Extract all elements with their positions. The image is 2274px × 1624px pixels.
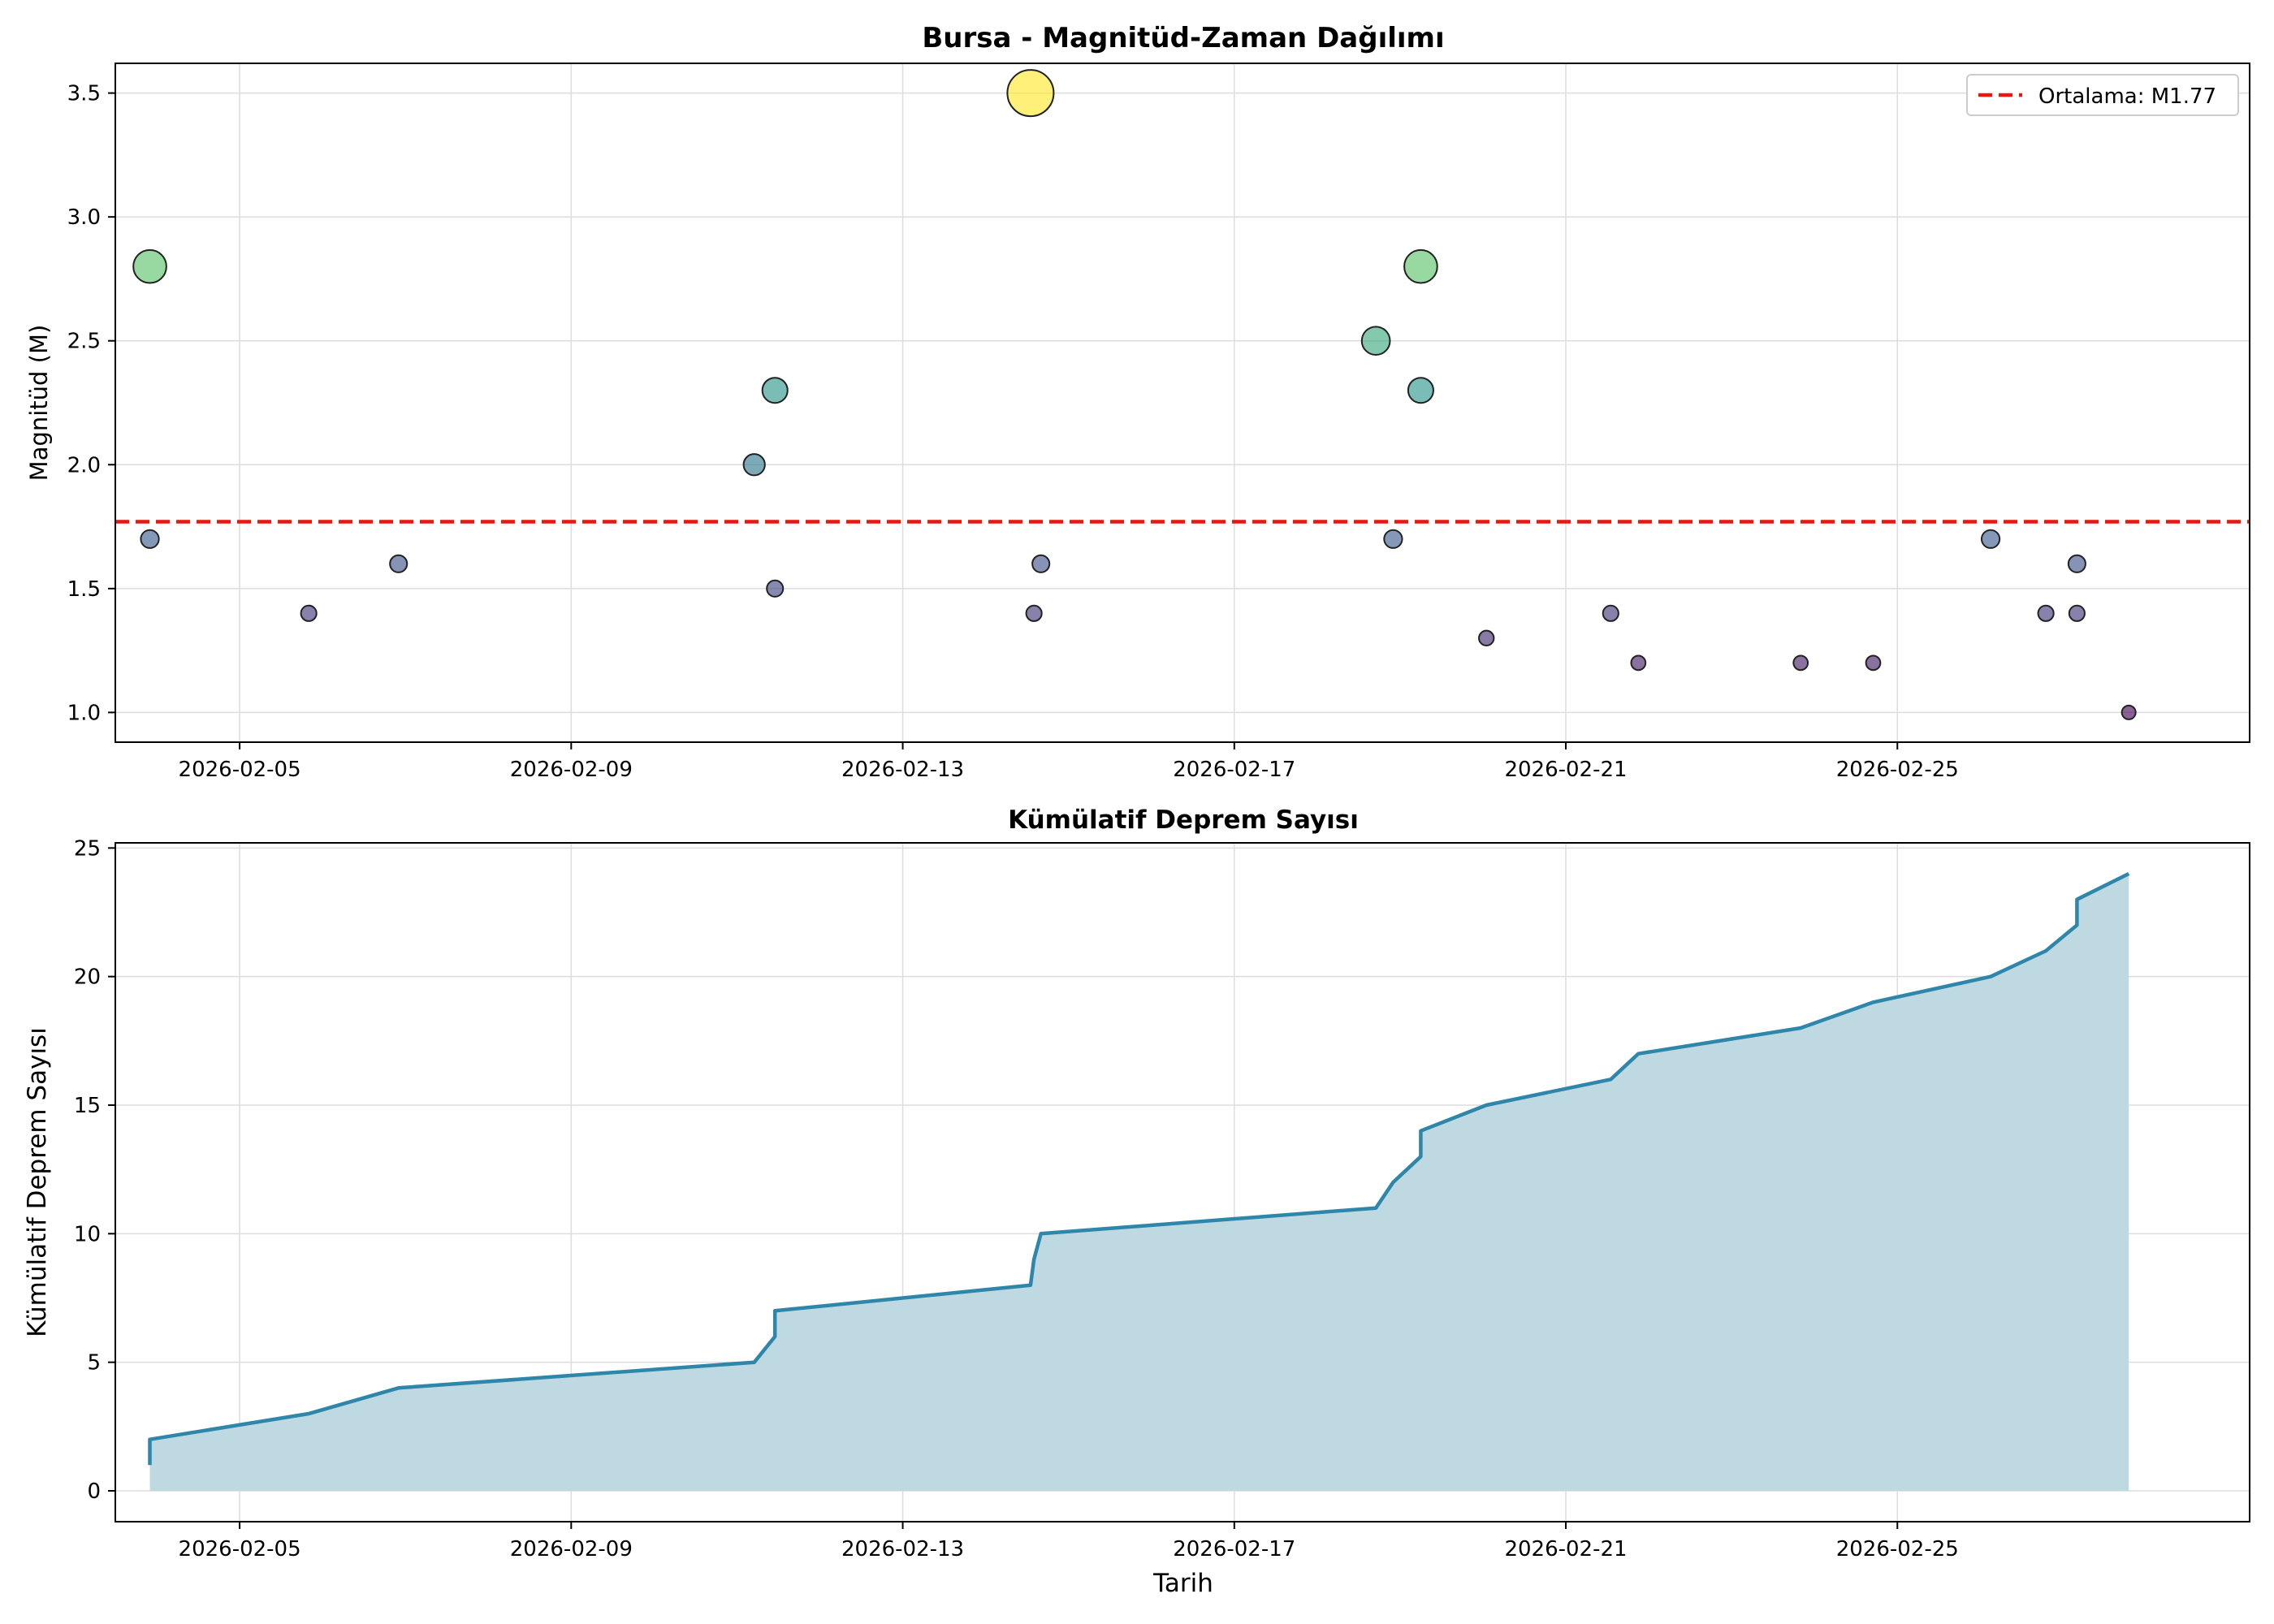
cumulative-y-tick-label: 5 <box>87 1351 101 1376</box>
cumulative-y-axis-label: Kümülatif Deprem Sayısı <box>23 1027 52 1337</box>
magnitude-x-tick-label: 2026-02-13 <box>841 758 964 782</box>
cumulative-y-tick-label: 20 <box>74 965 101 990</box>
magnitude-point <box>2068 604 2086 622</box>
cumulative-x-tick-label: 2026-02-25 <box>1836 1537 1959 1561</box>
magnitude-x-tick-label: 2026-02-05 <box>179 758 301 782</box>
magnitude-point <box>766 579 785 598</box>
magnitude-y-axis-label: Magnitüd (M) <box>25 325 53 482</box>
legend-mean-label: Ortalama: M1.77 <box>2038 84 2216 109</box>
magnitude-point <box>1403 248 1438 284</box>
magnitude-point <box>2121 704 2137 720</box>
magnitude-point <box>2067 554 2086 573</box>
cumulative-y-tick-label: 25 <box>74 836 101 861</box>
magnitude-x-ticks: 2026-02-05 2026-02-09 2026-02-13 2026-02-17… <box>179 742 1959 782</box>
magnitude-point <box>1360 326 1391 356</box>
magnitude-time-panel: Bursa - Magnitüd-Zaman Dağılımı 2026-02-… <box>25 22 2250 782</box>
magnitude-y-tick-label: 2.0 <box>67 453 101 477</box>
magnitude-point <box>1980 529 2001 549</box>
legend-box <box>1966 74 2239 116</box>
magnitude-chart-title: Bursa - Magnitüd-Zaman Dağılımı <box>922 22 1444 54</box>
magnitude-point <box>1865 654 1882 672</box>
cumulative-chart-title: Kümülatif Deprem Sayısı <box>1008 806 1359 835</box>
magnitude-point <box>742 453 766 477</box>
cumulative-y-ticks: 0 5 10 15 20 25 <box>74 836 115 1504</box>
cumulative-panel: Kümülatif Deprem Sayısı 2026-02-05 2026-0… <box>23 806 2250 1598</box>
legend: Ortalama: M1.77 <box>1966 74 2239 116</box>
cumulative-line <box>148 871 2130 1466</box>
cumulative-x-tick-label: 2026-02-05 <box>179 1537 301 1561</box>
magnitude-y-ticks: 1.0 1.5 2.0 2.5 3.0 3.5 <box>67 82 115 725</box>
magnitude-point <box>1478 629 1495 647</box>
magnitude-points <box>132 69 2137 720</box>
magnitude-point <box>1602 604 1619 622</box>
magnitude-y-tick-label: 3.5 <box>67 82 101 106</box>
magnitude-plot-frame <box>115 63 2250 743</box>
cumulative-area <box>149 874 2129 1491</box>
cumulative-x-axis-label: Tarih <box>1152 1569 1213 1598</box>
magnitude-x-tick-label: 2026-02-21 <box>1504 758 1627 782</box>
magnitude-point <box>132 248 167 284</box>
cumulative-x-tick-label: 2026-02-09 <box>510 1537 633 1561</box>
cumulative-x-ticks: 2026-02-05 2026-02-09 2026-02-13 2026-02-17… <box>179 1522 1959 1561</box>
cumulative-y-tick-label: 0 <box>87 1479 101 1504</box>
magnitude-grid <box>115 63 2250 742</box>
magnitude-point <box>140 529 160 549</box>
magnitude-point <box>1025 604 1043 622</box>
magnitude-y-tick-label: 1.0 <box>67 701 101 725</box>
magnitude-y-tick-label: 3.0 <box>67 205 101 230</box>
magnitude-point <box>1792 654 1809 672</box>
magnitude-point <box>1006 69 1055 118</box>
cumulative-x-tick-label: 2026-02-21 <box>1504 1537 1627 1561</box>
magnitude-point <box>1383 529 1403 549</box>
magnitude-point <box>761 377 789 404</box>
cumulative-x-tick-label: 2026-02-13 <box>841 1537 964 1561</box>
magnitude-point <box>1031 554 1051 573</box>
cumulative-y-tick-label: 15 <box>74 1094 101 1118</box>
magnitude-point <box>389 554 409 573</box>
magnitude-point <box>1407 377 1434 404</box>
magnitude-point <box>300 604 318 622</box>
magnitude-point <box>2037 604 2055 622</box>
magnitude-x-tick-label: 2026-02-25 <box>1836 758 1959 782</box>
magnitude-point <box>1630 654 1647 672</box>
magnitude-x-tick-label: 2026-02-09 <box>510 758 633 782</box>
cumulative-plot-frame <box>115 842 2250 1522</box>
magnitude-y-tick-label: 2.5 <box>67 330 101 354</box>
cumulative-y-tick-label: 10 <box>74 1222 101 1246</box>
magnitude-y-tick-label: 1.5 <box>67 577 101 602</box>
magnitude-x-tick-label: 2026-02-17 <box>1173 758 1295 782</box>
cumulative-x-tick-label: 2026-02-17 <box>1173 1537 1295 1561</box>
